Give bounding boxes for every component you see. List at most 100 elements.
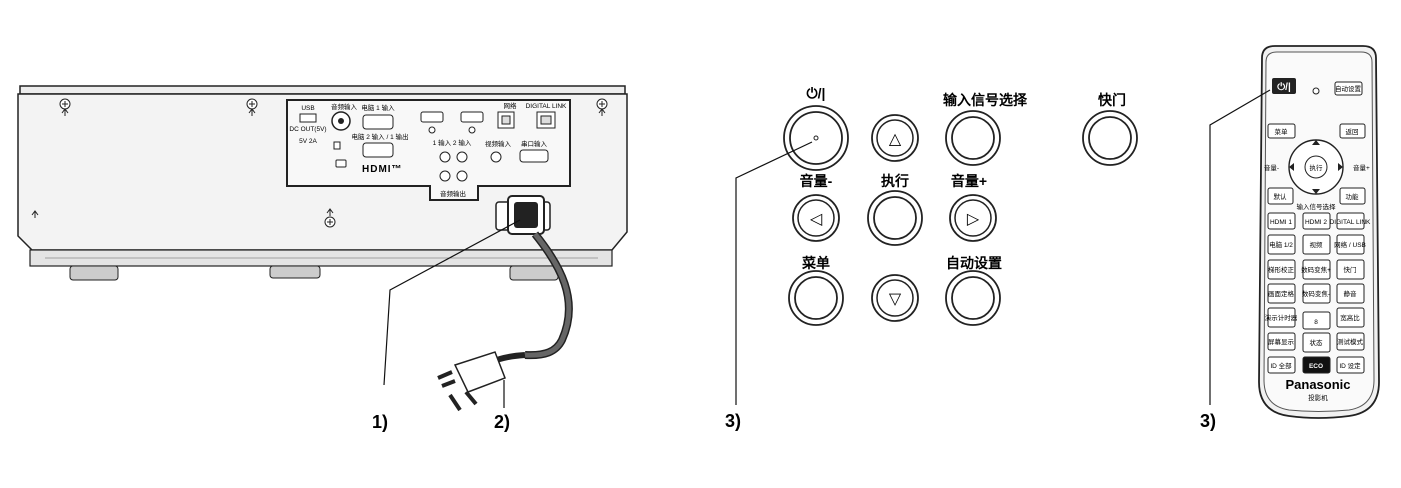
power-label: ⏻/| xyxy=(807,85,826,101)
remote-shutter-label: 快门 xyxy=(1344,265,1357,274)
remote-eco-label: ECO xyxy=(1309,363,1323,370)
remote-network-usb-label: 网络 / USB xyxy=(1334,240,1366,249)
remote-zoom-minus-button[interactable] xyxy=(1302,283,1331,304)
volume-down-label: 音量- xyxy=(800,173,833,189)
usb-rating-label: 5V 2A xyxy=(299,138,317,145)
remote-return-button[interactable] xyxy=(1339,123,1366,139)
remote-8-label: 8 xyxy=(1314,319,1318,326)
menu-button[interactable] xyxy=(788,270,844,326)
screw-icon xyxy=(59,98,71,110)
down-button[interactable]: ▽ xyxy=(871,274,919,322)
remote-shutter-button[interactable] xyxy=(1336,259,1365,280)
remote-zoom-plus-button[interactable] xyxy=(1302,259,1331,280)
remote-eco-button[interactable] xyxy=(1302,356,1331,374)
auto-setup-button[interactable] xyxy=(945,270,1001,326)
remote-freeze-label: 画面定格 xyxy=(1268,289,1295,298)
remote-id-all-button[interactable] xyxy=(1267,356,1296,374)
remote-screen-info-button[interactable] xyxy=(1267,332,1296,351)
remote-menu-button[interactable] xyxy=(1267,123,1296,139)
remote-video-label: 视频 xyxy=(1310,240,1324,249)
remote-id-set-button[interactable] xyxy=(1336,356,1365,374)
up-arrow-icon: △ xyxy=(889,131,902,148)
input-select-button[interactable] xyxy=(945,110,1001,166)
callout-3-remote: 3) xyxy=(1200,411,1216,431)
remote-network-usb-button[interactable] xyxy=(1336,234,1365,255)
remote-status-button[interactable] xyxy=(1302,332,1331,353)
remote-hdmi1-label: HDMI 1 xyxy=(1270,219,1292,226)
security-lock-icon xyxy=(333,141,341,150)
remote-id-all-label: ID 全部 xyxy=(1270,361,1292,370)
computer2-label: 电脑 2 输入 / 1 输出 xyxy=(351,132,408,141)
power-plug-icon xyxy=(437,351,506,412)
menu-label: 菜单 xyxy=(801,255,830,271)
remote-test-pattern-button[interactable] xyxy=(1336,332,1365,351)
serial-in-label: 串口输入 xyxy=(521,139,548,148)
enter-button[interactable] xyxy=(867,190,923,246)
remote-hdmi1-button[interactable] xyxy=(1267,212,1296,230)
remote-aspect-label: 宽高比 xyxy=(1340,313,1360,322)
up-button[interactable]: △ xyxy=(871,114,919,162)
remote-power-button[interactable] xyxy=(1272,78,1296,94)
remote-dpad[interactable]: 执行 xyxy=(1288,139,1344,195)
remote-default-button[interactable] xyxy=(1267,187,1294,205)
remote-digital-link-button[interactable] xyxy=(1336,212,1365,230)
remote-status-label: 状态 xyxy=(1310,338,1324,347)
auto-setup-label: 自动设置 xyxy=(946,255,1002,271)
remote-freeze-button[interactable] xyxy=(1267,283,1296,304)
lan-label: 网络 xyxy=(504,101,518,110)
remote-function-button[interactable] xyxy=(1339,187,1366,205)
remote-keystone-button[interactable] xyxy=(1267,259,1296,280)
remote-test-pattern-label: 测试模式 xyxy=(1337,337,1364,346)
callout-2: 2) xyxy=(494,412,510,432)
remote-mute-button[interactable] xyxy=(1336,283,1365,304)
remote-auto-setup-label: 自动设置 xyxy=(1335,84,1362,93)
remote-volume-plus-label: 音量+ xyxy=(1353,163,1370,172)
remote-screen-info-label: 屏幕显示 xyxy=(1268,337,1295,346)
remote-hdmi2-button[interactable] xyxy=(1302,212,1331,230)
hdmi-logo: HDMI™ xyxy=(362,164,403,175)
remote-auto-setup-button[interactable] xyxy=(1334,81,1363,96)
right-arrow-icon: ▷ xyxy=(967,211,980,228)
remote-p-timer-label: 演示计时器 xyxy=(1265,313,1298,322)
control-panel: ⏻/| 输入信号选择 快门 音量- 执行 音量+ 菜单 自动设置 △ xyxy=(783,85,1138,326)
remote-menu-label: 菜单 xyxy=(1275,127,1289,136)
down-arrow-icon: ▽ xyxy=(889,291,902,308)
hdmi-in-label: 1 输入 2 输入 xyxy=(433,138,472,147)
remote-default-label: 默认 xyxy=(1274,192,1288,201)
remote-aspect-button[interactable] xyxy=(1336,307,1365,328)
remote-keystone-label: 梯形校正 xyxy=(1268,265,1295,274)
audio-in-label: 音频输入 xyxy=(331,102,358,111)
remote-enter-label: 执行 xyxy=(1310,163,1324,172)
remote-zoom-plus-label: 数码变焦+ xyxy=(1301,265,1331,274)
remote-return-label: 返回 xyxy=(1346,128,1359,136)
remote-video-button[interactable] xyxy=(1302,234,1331,255)
remote-input-select-label: 输入信号选择 xyxy=(1297,202,1337,211)
shutter-label: 快门 xyxy=(1098,92,1126,108)
callout-3-panel: 3) xyxy=(725,411,741,431)
screw-icon xyxy=(246,98,258,110)
digital-link-label: DIGITAL LINK xyxy=(526,103,567,110)
remote-computer-label: 电脑 1/2 xyxy=(1269,240,1293,249)
volume-up-button[interactable]: ▷ xyxy=(949,194,997,242)
screw-icon xyxy=(324,216,336,228)
remote-indicator xyxy=(1312,87,1320,95)
usb-port-label: USB xyxy=(301,105,314,112)
callout-1: 1) xyxy=(372,412,388,432)
remote-id-set-label: ID 设定 xyxy=(1339,361,1361,370)
remote-p-timer-button[interactable] xyxy=(1267,307,1296,328)
screw-icon xyxy=(596,98,608,110)
remote-computer-button[interactable] xyxy=(1267,234,1296,255)
remote-volume-minus-label: 音量- xyxy=(1264,163,1279,172)
remote-hdmi2-label: HDMI 2 xyxy=(1305,219,1327,226)
volume-down-button[interactable]: ◁ xyxy=(792,194,840,242)
volume-up-label: 音量+ xyxy=(951,173,987,189)
audio-out-label: 音频输出 xyxy=(440,189,466,198)
remote-power-label: ⏻/| xyxy=(1277,81,1291,93)
usb-sub-label: DC OUT(5V) xyxy=(289,126,326,133)
shutter-button[interactable] xyxy=(1082,110,1138,166)
remote-8-button[interactable] xyxy=(1302,311,1331,330)
remote-product-label: 投影机 xyxy=(1308,393,1328,402)
video-in-label: 视频输入 xyxy=(485,139,512,148)
power-button[interactable] xyxy=(783,105,849,171)
